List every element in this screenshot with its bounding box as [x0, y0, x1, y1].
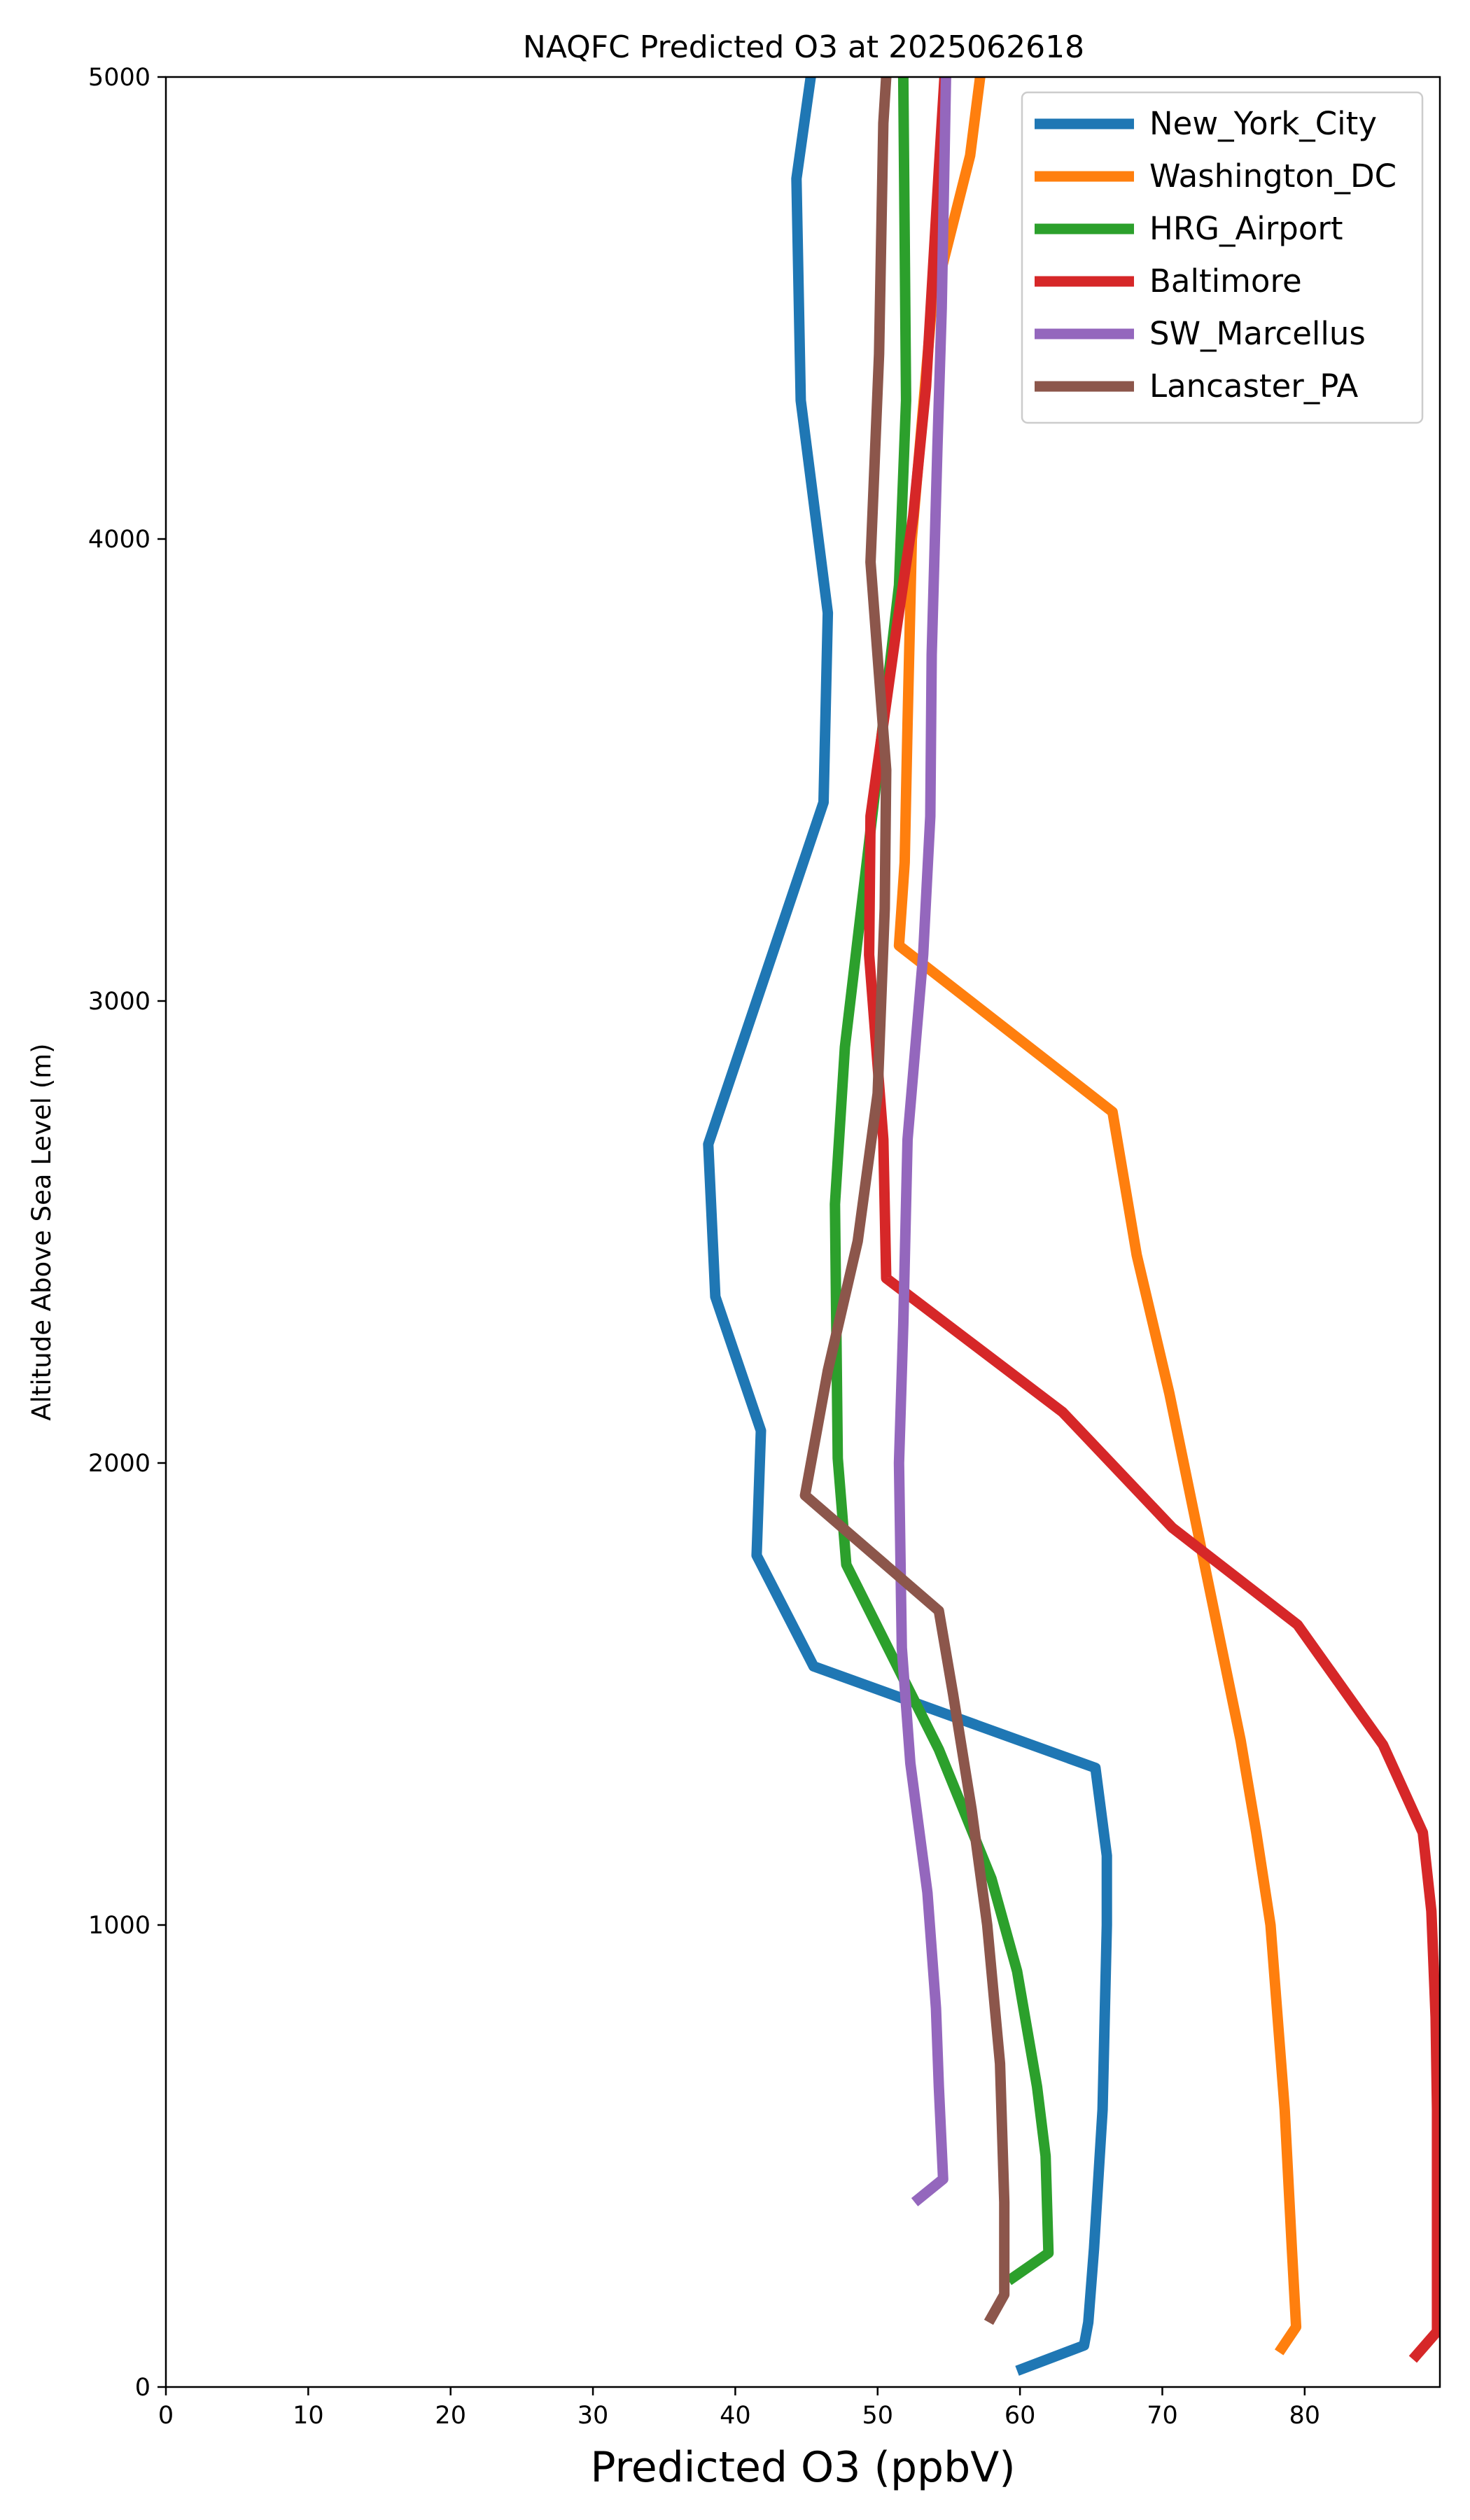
legend-label-baltimore: Baltimore [1149, 262, 1302, 300]
y-tick-label: 5000 [88, 64, 150, 92]
series-line-sw-marcellus [893, 77, 951, 2206]
series-line-lancaster-pa [799, 77, 1010, 2325]
x-tick-label: 40 [720, 2402, 751, 2430]
chart-title: NAQFC Predicted O3 at 2025062618 [523, 29, 1084, 65]
x-axis: 0 10 20 30 40 50 60 70 80 [158, 2387, 1320, 2430]
legend-label-washington-dc: Washington_DC [1149, 158, 1396, 195]
legend-label-sw-marcellus: SW_Marcellus [1149, 315, 1366, 352]
y-tick-label: 1000 [88, 1912, 150, 1940]
series-line-baltimore [864, 77, 1440, 2363]
y-tick-label: 4000 [88, 526, 150, 554]
y-tick-label: 3000 [88, 988, 150, 1016]
x-tick-label: 10 [293, 2402, 324, 2430]
x-tick-label: 60 [1004, 2402, 1036, 2430]
x-tick-label: 70 [1147, 2402, 1178, 2430]
y-tick-label: 0 [135, 2374, 150, 2402]
x-axis-label: Predicted O3 (ppbV) [590, 2443, 1015, 2492]
legend-label-lancaster-pa: Lancaster_PA [1149, 368, 1359, 405]
y-axis: 0 1000 2000 3000 4000 5000 [88, 64, 166, 2402]
plot-frame [164, 76, 1441, 2388]
x-tick-label: 80 [1289, 2402, 1321, 2430]
legend-label-hrg-airport: HRG_Airport [1149, 210, 1343, 247]
series-line-new-york-city [703, 77, 1112, 2376]
legend: New_York_City Washington_DC HRG_Airport Bal… [1021, 91, 1424, 424]
series-lines [703, 77, 1440, 2376]
x-tick-label: 30 [578, 2402, 609, 2430]
legend-label-new-york-city: New_York_City [1149, 105, 1377, 142]
y-axis-label: Altitude Above Sea Level (m) [27, 1043, 57, 1420]
y-tick-label: 2000 [88, 1450, 150, 1478]
x-tick-label: 50 [862, 2402, 893, 2430]
x-tick-label: 0 [158, 2402, 174, 2430]
x-tick-label: 20 [435, 2402, 466, 2430]
